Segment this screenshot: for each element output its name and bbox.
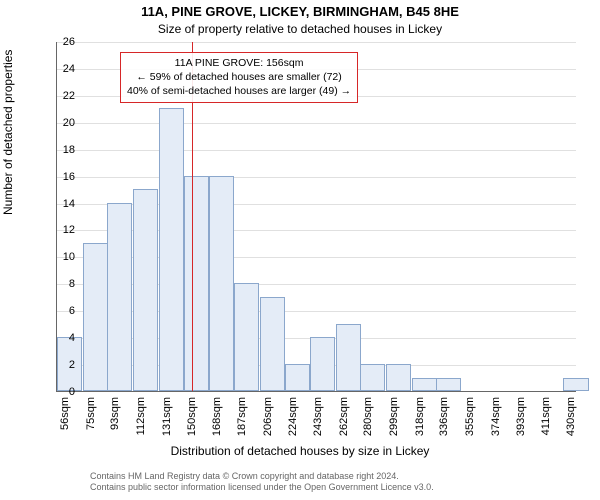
x-tick-label: 430sqm (565, 397, 577, 436)
x-tick-label: 393sqm (515, 397, 527, 436)
x-tick-label: 262sqm (338, 397, 350, 436)
histogram-bar (360, 364, 385, 391)
histogram-bar (133, 189, 158, 391)
histogram-bar (234, 283, 259, 391)
y-tick-label: 24 (53, 63, 75, 75)
y-tick-label: 14 (53, 198, 75, 210)
histogram-bar (209, 176, 234, 391)
x-tick-label: 131sqm (161, 397, 173, 436)
attribution-text: Contains HM Land Registry data © Crown c… (90, 471, 434, 494)
marker-annotation: 11A PINE GROVE: 156sqm ← 59% of detached… (120, 52, 358, 103)
gridline (57, 42, 576, 43)
histogram-bar (563, 378, 588, 391)
y-tick-label: 26 (53, 36, 75, 48)
histogram-bar (107, 203, 132, 391)
chart-container: { "titles": { "line1": "11A, PINE GROVE,… (0, 0, 600, 500)
annotation-line2: ← 59% of detached houses are smaller (72… (127, 70, 351, 84)
chart-title-address: 11A, PINE GROVE, LICKEY, BIRMINGHAM, B45… (0, 4, 600, 19)
histogram-bar (412, 378, 437, 391)
x-tick-label: 56sqm (59, 397, 71, 430)
x-tick-label: 280sqm (362, 397, 374, 436)
histogram-bar (83, 243, 108, 391)
y-tick-label: 6 (53, 305, 75, 317)
histogram-bar (436, 378, 461, 391)
x-tick-label: 93sqm (109, 397, 121, 430)
x-tick-label: 243sqm (312, 397, 324, 436)
x-tick-label: 318sqm (414, 397, 426, 436)
y-tick-label: 20 (53, 117, 75, 129)
annotation-line1: 11A PINE GROVE: 156sqm (127, 56, 351, 70)
x-tick-label: 150sqm (186, 397, 198, 436)
attribution-line2: Contains public sector information licen… (90, 482, 434, 494)
chart-subtitle: Size of property relative to detached ho… (0, 22, 600, 36)
x-tick-label: 355sqm (464, 397, 476, 436)
y-axis-label: Number of detached properties (1, 50, 15, 215)
histogram-bar (159, 108, 184, 391)
histogram-bar (386, 364, 411, 391)
x-tick-label: 112sqm (135, 397, 147, 435)
x-tick-label: 411sqm (540, 397, 552, 435)
histogram-bar (336, 324, 361, 391)
y-tick-label: 8 (53, 278, 75, 290)
y-tick-label: 10 (53, 251, 75, 263)
x-tick-label: 168sqm (211, 397, 223, 436)
y-tick-label: 12 (53, 224, 75, 236)
x-tick-label: 75sqm (85, 397, 97, 430)
x-axis-label: Distribution of detached houses by size … (0, 444, 600, 458)
gridline (57, 123, 576, 124)
x-tick-label: 224sqm (287, 397, 299, 436)
x-tick-label: 374sqm (490, 397, 502, 436)
gridline (57, 150, 576, 151)
annotation-line3: 40% of semi-detached houses are larger (… (127, 84, 351, 98)
x-tick-label: 187sqm (236, 397, 248, 436)
y-tick-label: 18 (53, 144, 75, 156)
histogram-bar (310, 337, 335, 391)
y-tick-label: 22 (53, 90, 75, 102)
x-tick-label: 336sqm (438, 397, 450, 436)
y-tick-label: 4 (53, 332, 75, 344)
histogram-bar (184, 176, 209, 391)
gridline (57, 177, 576, 178)
y-tick-label: 16 (53, 171, 75, 183)
histogram-bar (260, 297, 285, 391)
y-tick-label: 2 (53, 359, 75, 371)
x-tick-label: 299sqm (388, 397, 400, 436)
attribution-line1: Contains HM Land Registry data © Crown c… (90, 471, 434, 483)
histogram-bar (285, 364, 310, 391)
x-tick-label: 206sqm (262, 397, 274, 436)
